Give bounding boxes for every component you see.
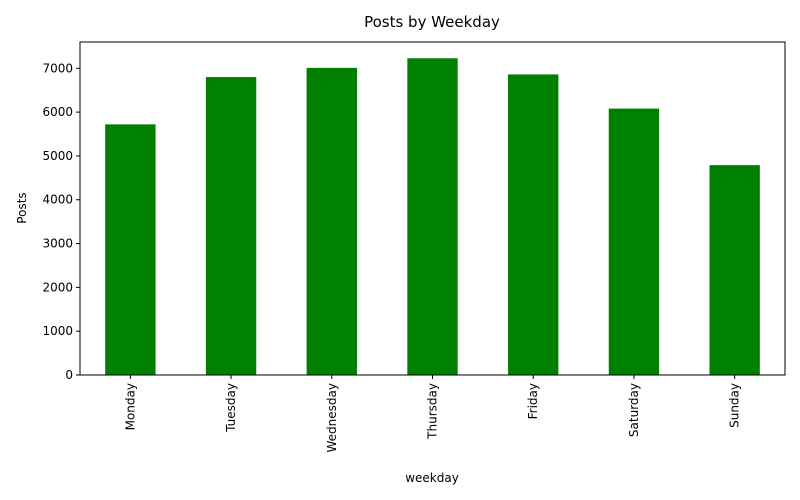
bar-thursday <box>407 58 458 375</box>
bar-monday <box>105 124 156 375</box>
x-tick-label: Friday <box>526 383 540 419</box>
x-tick-label: Sunday <box>728 383 742 428</box>
x-tick-label: Thursday <box>426 383 440 440</box>
bar-saturday <box>608 108 660 375</box>
y-tick-label: 2000 <box>42 280 73 294</box>
y-tick-label: 0 <box>65 368 73 382</box>
y-tick-label: 6000 <box>42 105 73 119</box>
y-tick-label: 5000 <box>42 149 73 163</box>
chart-title: Posts by Weekday <box>364 13 500 31</box>
y-axis-ticks: 0 1000 2000 3000 4000 5000 6000 7000 <box>42 61 80 382</box>
plot-frame <box>79 41 786 376</box>
x-axis-ticks: Monday Tuesday Wednesday Thursday Friday Satu… <box>123 375 742 452</box>
x-tick-label: Wednesday <box>325 383 339 452</box>
bar-friday <box>508 74 559 376</box>
y-tick-label: 7000 <box>42 61 73 75</box>
x-tick-label: Saturday <box>627 383 641 437</box>
bars-group <box>105 58 760 376</box>
bar-wednesday <box>306 67 357 375</box>
y-tick-label: 4000 <box>42 193 73 207</box>
bar-tuesday <box>205 77 257 375</box>
x-axis-label: weekday <box>405 471 459 485</box>
x-tick-label: Monday <box>123 383 137 430</box>
y-axis-label: Posts <box>15 192 29 223</box>
x-tick-label: Tuesday <box>224 383 238 433</box>
bar-sunday <box>709 165 760 375</box>
y-tick-label: 1000 <box>42 324 73 338</box>
y-tick-label: 3000 <box>42 237 73 251</box>
